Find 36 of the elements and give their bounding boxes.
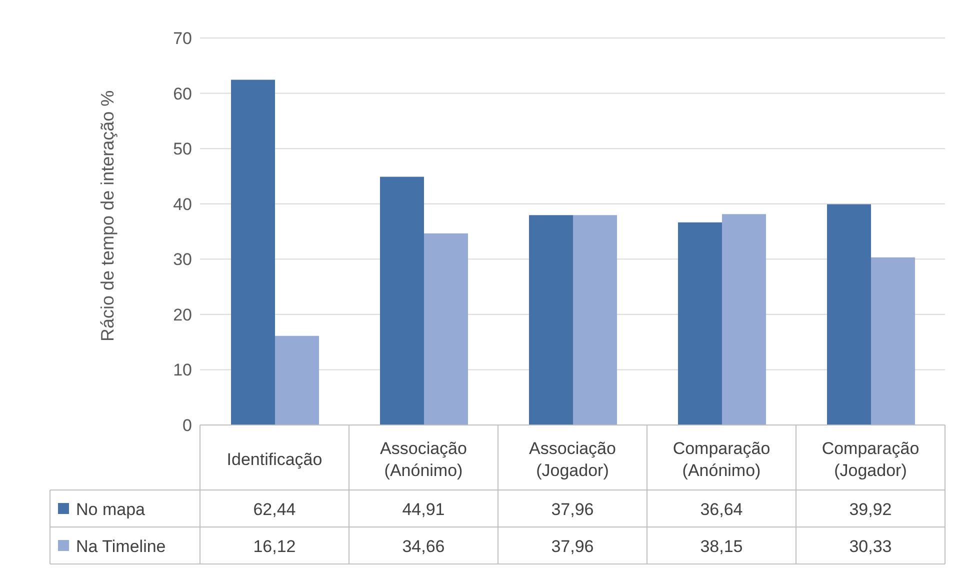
bar: [722, 214, 766, 425]
data-label: 37,96: [551, 537, 594, 556]
x-tick-label: Comparação (Anónimo): [672, 439, 770, 480]
x-tick-label: Associação (Jogador): [529, 439, 616, 480]
y-tick-label: 50: [173, 140, 192, 159]
y-tick-label: 40: [173, 194, 192, 214]
bar: [573, 215, 617, 425]
y-tick-label: 30: [173, 250, 192, 270]
x-tick-label: Associação (Anónimo): [380, 439, 467, 480]
bar: [678, 222, 722, 425]
bar: [275, 336, 319, 425]
data-label: 16,12: [253, 537, 296, 556]
data-label: 44,91: [402, 500, 445, 519]
data-label: 36,64: [700, 500, 743, 519]
data-label: 34,66: [402, 537, 445, 556]
bar: [231, 80, 275, 425]
legend-label: No mapa: [76, 500, 146, 519]
bar: [871, 257, 915, 425]
y-tick-label: 10: [173, 360, 192, 380]
data-label: 30,33: [849, 537, 892, 556]
y-axis-title: Rácio de tempo de interação %: [97, 90, 118, 342]
bar: [827, 204, 871, 425]
y-tick-label: 60: [173, 84, 192, 104]
bar: [424, 233, 468, 425]
bar: [529, 215, 573, 425]
data-label: 38,15: [700, 537, 743, 556]
data-label: 62,44: [253, 500, 296, 519]
data-label: 37,96: [551, 500, 594, 519]
legend-label: Na Timeline: [76, 537, 166, 556]
x-tick-label: Comparação (Jogador): [822, 439, 920, 480]
y-tick-label: 0: [182, 416, 192, 436]
data-label: 39,92: [849, 500, 892, 519]
y-tick-label: 20: [173, 305, 192, 324]
y-tick-label: 70: [173, 29, 192, 48]
bar: [380, 176, 424, 425]
x-tick-label: Identificação: [226, 450, 322, 469]
